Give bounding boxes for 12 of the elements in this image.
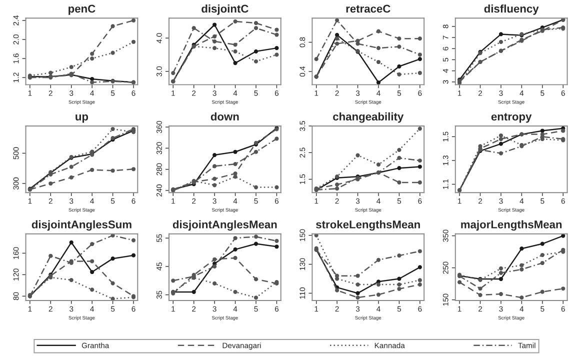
chart-title: disjointAnglesMean	[172, 220, 277, 231]
chart-title: changeability	[333, 112, 404, 123]
chart-title: down	[210, 112, 239, 121]
chart-title: entropy	[491, 113, 532, 123]
chart-title: up	[76, 114, 88, 123]
chart-title: strokeLengthsMean	[316, 220, 420, 231]
chart-title: retraceC	[346, 4, 390, 13]
chart-title: penC	[68, 4, 96, 15]
chart-title: disjointAnglesSum	[32, 220, 132, 231]
chart-title: disjointC	[202, 4, 248, 15]
chart-title: disfluency	[484, 4, 539, 15]
chart-title: majorLengthsMean	[461, 220, 562, 231]
